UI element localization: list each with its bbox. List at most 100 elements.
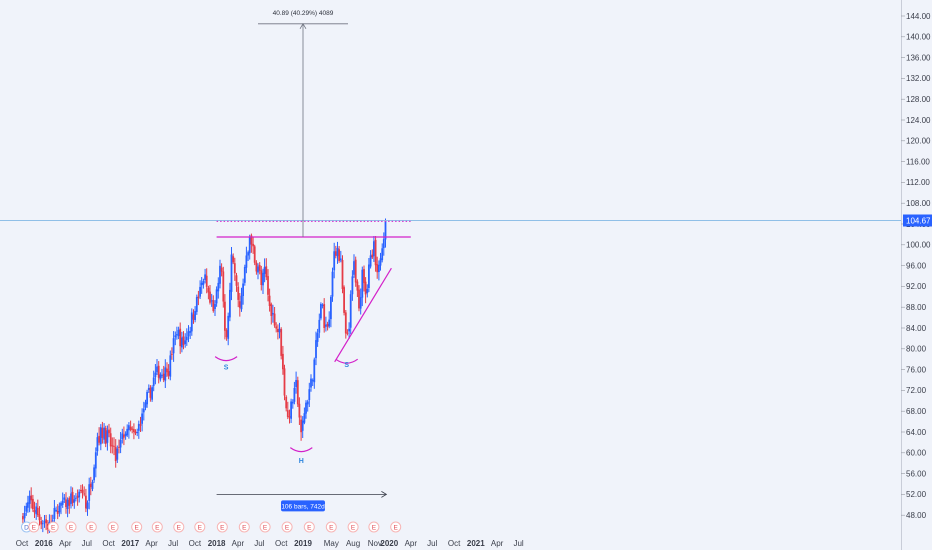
marker-circle <box>390 521 402 533</box>
earnings-marker[interactable]: E <box>173 521 185 533</box>
price-tick-label: 96.00 <box>906 261 927 270</box>
candle <box>379 252 382 271</box>
time-tick-label: 2021 <box>467 539 485 548</box>
candle-body <box>137 423 140 431</box>
candle <box>43 515 46 528</box>
candle <box>185 328 188 346</box>
earnings-marker[interactable]: E <box>107 521 119 533</box>
earnings-marker[interactable]: E <box>194 521 206 533</box>
candle-body <box>318 319 321 333</box>
time-axis[interactable]: Oct 2016 Apr Jul Oct 2017 Apr Jul Oct 2018 Apr Jul O… <box>16 539 524 548</box>
marker-letter: E <box>32 524 37 531</box>
candle-body <box>303 413 306 423</box>
earnings-marker[interactable]: E <box>390 521 402 533</box>
pattern-drawings[interactable]: 40.89 (40.29%) 4089 106 bars, 742d S H S <box>0 10 901 512</box>
marker-letter: E <box>263 524 268 531</box>
candle <box>277 324 279 340</box>
candle-body <box>371 254 374 258</box>
candle-body <box>182 336 185 345</box>
candle <box>303 407 306 425</box>
price-tick-label: 112.00 <box>906 178 930 187</box>
candle <box>341 255 344 294</box>
price-tick-label: 80.00 <box>906 345 927 354</box>
candle <box>267 269 269 302</box>
marker-circle <box>325 521 337 533</box>
candle-body <box>124 433 127 436</box>
candle <box>181 331 183 353</box>
candle-body <box>66 499 69 509</box>
candle-body <box>245 255 248 268</box>
candle <box>182 331 185 350</box>
earnings-marker[interactable]: E <box>151 521 163 533</box>
earnings-marker[interactable]: E <box>85 521 97 533</box>
candle <box>75 493 77 502</box>
candle <box>123 426 125 446</box>
earnings-marker[interactable]: E <box>28 521 40 533</box>
candle <box>36 499 39 517</box>
candle <box>126 424 129 437</box>
candle-body <box>111 445 114 447</box>
candle <box>195 294 198 315</box>
candle <box>154 364 157 385</box>
time-tick-label: Oct <box>16 539 29 548</box>
candle <box>308 382 311 407</box>
candle <box>248 234 251 260</box>
price-tick-label: 48.00 <box>906 511 927 520</box>
candle <box>118 439 120 454</box>
candle <box>200 277 203 294</box>
candle-body <box>252 243 254 247</box>
earnings-marker[interactable]: E <box>281 521 293 533</box>
candle-body <box>222 271 225 302</box>
earnings-marker[interactable]: E <box>238 521 250 533</box>
candle <box>94 447 97 478</box>
candle <box>240 287 243 312</box>
time-tick-label: Oct <box>448 539 461 548</box>
candle <box>353 254 355 278</box>
candle <box>359 288 362 315</box>
candle-body <box>94 452 97 469</box>
candle <box>209 285 211 305</box>
candle <box>243 264 246 286</box>
candle-body <box>316 333 319 342</box>
earnings-marker[interactable]: E <box>368 521 380 533</box>
earnings-marker[interactable]: E <box>303 521 315 533</box>
earnings-marker[interactable]: E <box>325 521 337 533</box>
candle <box>156 359 158 375</box>
earnings-marker[interactable]: E <box>47 521 59 533</box>
rising-trendline[interactable] <box>334 267 392 363</box>
earnings-marker[interactable]: E <box>65 521 77 533</box>
candle-body <box>315 340 317 359</box>
earnings-marker[interactable]: E <box>216 521 228 533</box>
earnings-marker[interactable]: E <box>131 521 143 533</box>
candle <box>217 277 220 299</box>
candle-body <box>156 366 158 373</box>
time-tick-label: Apr <box>405 539 418 548</box>
price-tick-label: 124.00 <box>906 116 931 125</box>
price-axis[interactable]: 48.00 52.00 56.00 60.00 64.00 68.00 72.00 76.00… <box>901 12 932 520</box>
time-tick-label: Jul <box>168 539 178 548</box>
marker-circle <box>151 521 163 533</box>
candle-body <box>278 328 281 333</box>
earnings-marker[interactable]: E <box>259 521 271 533</box>
candle-body <box>230 254 233 292</box>
candle <box>366 284 369 298</box>
candle-body <box>220 267 223 272</box>
earnings-marker[interactable]: E <box>347 521 359 533</box>
candle-body <box>99 427 102 445</box>
price-tick-label: 136.00 <box>906 53 931 62</box>
candle <box>174 331 177 346</box>
candle <box>310 374 312 392</box>
candle <box>207 285 210 300</box>
last-price-badge[interactable]: 104.67 <box>903 214 932 227</box>
pattern-arc <box>214 356 238 362</box>
candle-body <box>93 467 95 481</box>
candle <box>227 312 230 346</box>
marker-circle <box>238 521 250 533</box>
time-tick-label: Apr <box>145 539 158 548</box>
candle <box>177 326 180 340</box>
candle-body <box>181 337 183 348</box>
